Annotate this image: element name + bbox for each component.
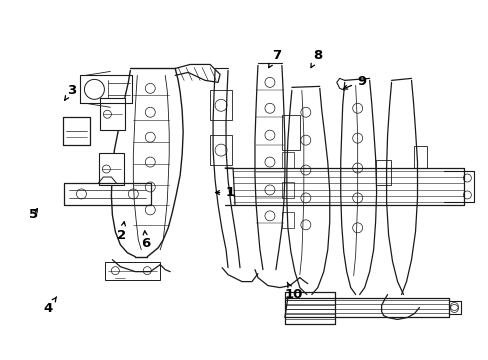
Text: 10: 10 (284, 282, 302, 301)
Bar (281, 115, 299, 150)
Text: 4: 4 (44, 297, 57, 315)
Bar (210, 135, 232, 165)
Text: 9: 9 (343, 75, 366, 89)
Bar (100, 98, 125, 130)
Text: 6: 6 (141, 231, 150, 250)
Text: 8: 8 (310, 49, 322, 68)
Text: 1: 1 (215, 186, 234, 199)
Bar (105, 262, 160, 280)
Text: 7: 7 (268, 49, 280, 68)
Bar (281, 182, 293, 198)
Text: 2: 2 (117, 222, 126, 242)
Bar (281, 152, 293, 168)
Bar (281, 212, 293, 228)
Bar (99, 153, 124, 185)
Text: 3: 3 (64, 84, 76, 100)
Bar (210, 90, 232, 120)
Bar (375, 160, 390, 185)
Bar (413, 146, 427, 168)
Text: 5: 5 (29, 208, 39, 221)
